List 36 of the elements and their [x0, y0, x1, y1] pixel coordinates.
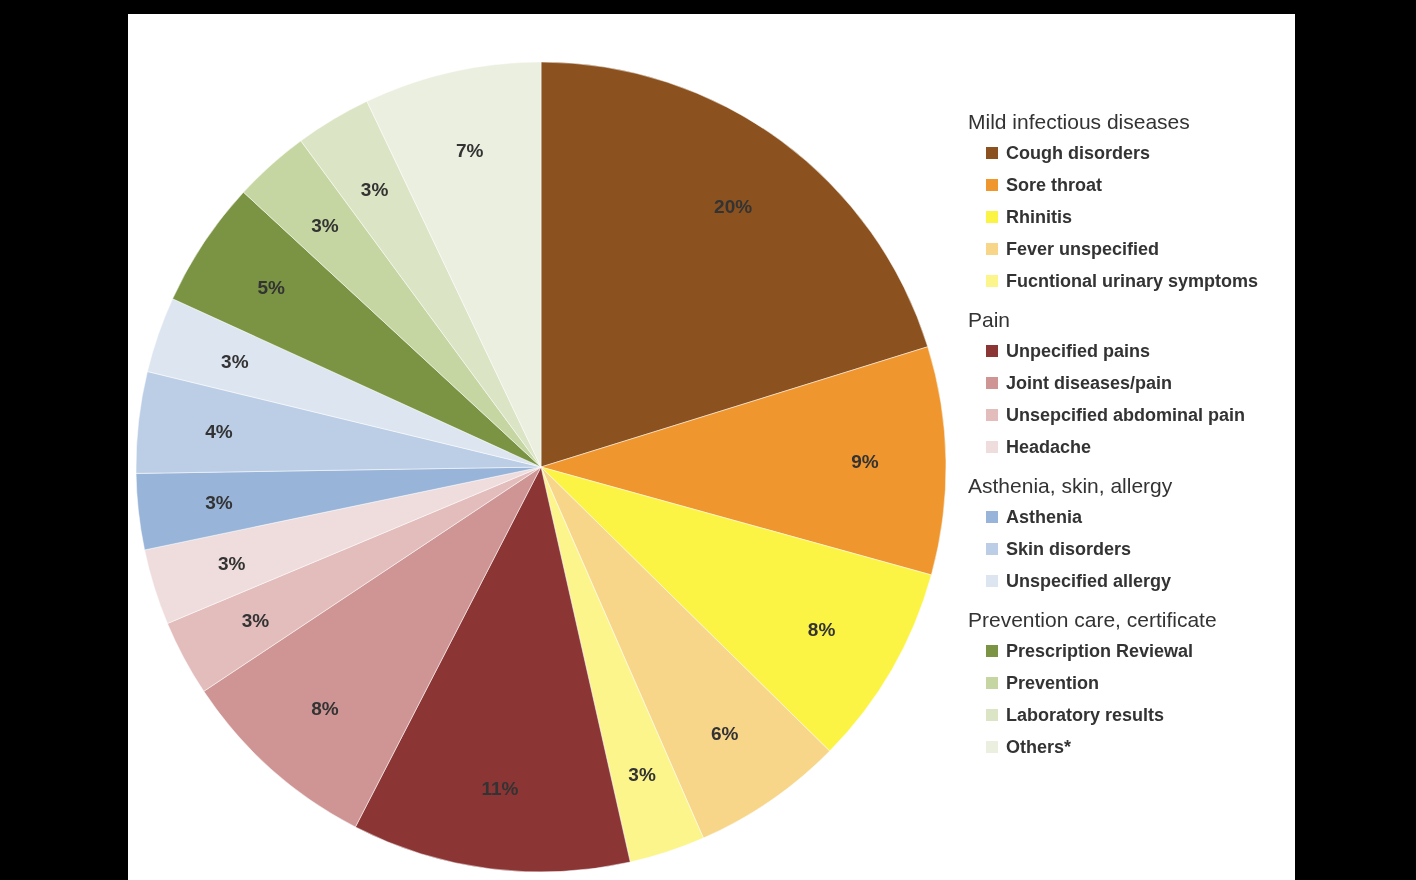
legend-label: Joint diseases/pain — [1006, 373, 1173, 393]
legend-label: Fucntional urinary symptoms — [1006, 271, 1259, 291]
legend-label: Skin disorders — [1006, 539, 1132, 559]
data-label: 3% — [241, 609, 270, 631]
legend-label: Prevention — [1006, 673, 1100, 693]
legend-label: Unpecified pains — [1006, 341, 1151, 361]
legend-label: Laboratory results — [1006, 705, 1165, 725]
data-label: 11% — [481, 777, 519, 799]
legend-label: Fever unspecified — [1006, 239, 1160, 259]
legend-label: Rhinitis — [1006, 207, 1072, 227]
legend-label: Unsepcified abdominal pain — [1006, 405, 1246, 425]
data-label: 3% — [221, 350, 249, 372]
legend-label: Asthenia — [1006, 507, 1084, 527]
legend-label: Headache — [1006, 437, 1092, 457]
legend-label: Others* — [1006, 737, 1072, 757]
legend-label: Unspecified allergy — [1006, 571, 1172, 591]
text: Prevention care, certificate — [968, 607, 1217, 631]
data-label: 4% — [205, 420, 233, 442]
data-label: 3% — [205, 492, 233, 514]
data-label: 3% — [217, 552, 246, 574]
data-label: 3% — [360, 178, 389, 200]
data-label: 8% — [311, 697, 339, 719]
data-label: 8% — [807, 618, 836, 640]
text: Mild infectious diseases — [968, 109, 1190, 133]
data-label: 6% — [710, 723, 739, 745]
data-label: 3% — [628, 764, 656, 786]
legend-label: Sore throat — [1006, 175, 1103, 195]
data-label: 3% — [311, 215, 339, 237]
data-label: 5% — [257, 277, 286, 299]
text: Asthenia, skin, allergy — [968, 473, 1173, 497]
text: Pain — [968, 307, 1011, 331]
data-label: 20% — [714, 195, 753, 217]
data-label: 7% — [455, 140, 484, 162]
legend-label: Cough disorders — [1006, 143, 1151, 163]
data-label: 9% — [851, 451, 879, 473]
legend-label: Prescription Reviewal — [1006, 641, 1194, 661]
